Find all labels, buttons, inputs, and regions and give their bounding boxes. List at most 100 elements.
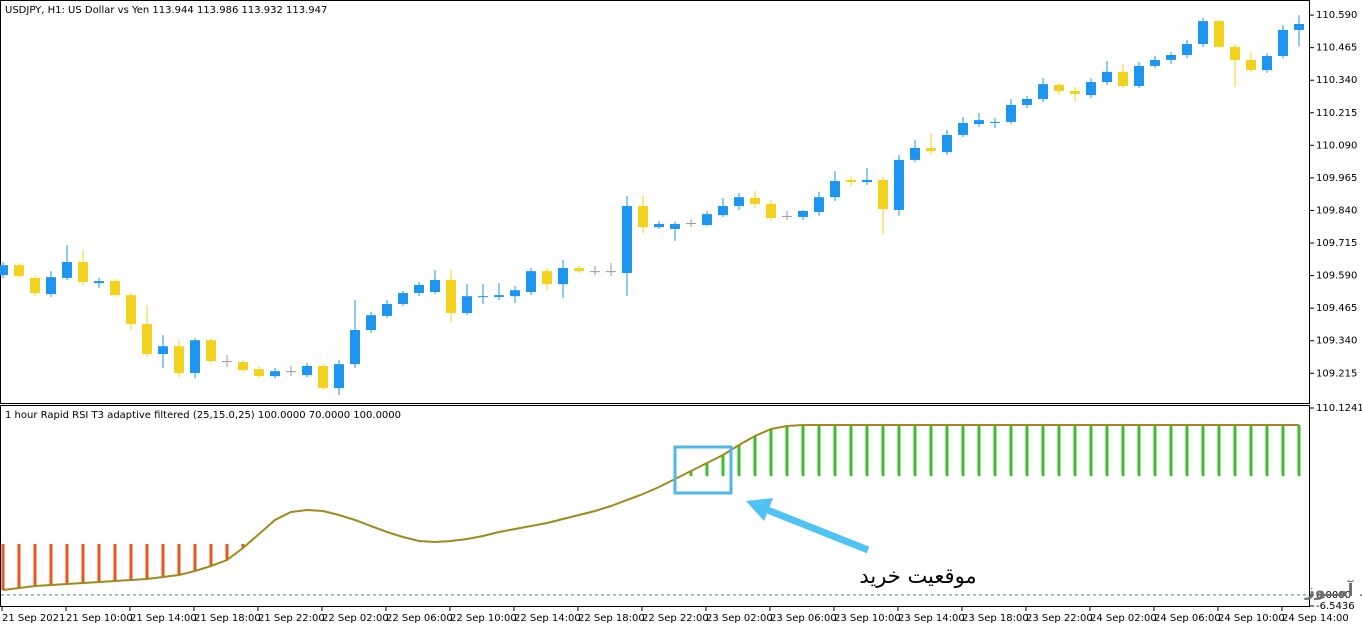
x-tick-label: 23 Sep 22:00 xyxy=(1026,613,1093,624)
candle-body xyxy=(878,179,888,210)
candle-body xyxy=(1166,54,1176,60)
annotation-label: موقعیت خرید xyxy=(859,564,976,588)
arrow-shaft xyxy=(763,505,870,554)
highlight-box xyxy=(673,445,733,495)
candle-body xyxy=(622,206,632,273)
candle-body xyxy=(1134,65,1144,86)
x-tick-label: 24 Sep 02:00 xyxy=(1090,613,1157,624)
candle-body xyxy=(142,324,152,354)
y-tick-label: 0.0000 xyxy=(1316,590,1351,601)
histogram-bar xyxy=(1233,424,1237,477)
histogram-bar xyxy=(241,543,245,549)
histogram-bar xyxy=(705,462,709,477)
candle-body xyxy=(1102,71,1112,83)
candle-body xyxy=(606,271,616,273)
candle-body xyxy=(1230,46,1240,60)
x-tick-label: 23 Sep 02:00 xyxy=(706,613,773,624)
candle-body xyxy=(1006,104,1016,122)
candle-body xyxy=(1150,59,1160,66)
candle-body xyxy=(990,121,1000,123)
x-tick-label: 22 Sep 14:00 xyxy=(514,613,581,624)
candle-body xyxy=(1038,84,1048,99)
histogram-bar xyxy=(33,543,37,587)
histogram-bar xyxy=(65,543,69,584)
histogram-bar xyxy=(1297,424,1301,477)
histogram-bar xyxy=(113,543,117,581)
histogram-bar xyxy=(177,543,181,576)
candle-body xyxy=(766,203,776,219)
candle-body xyxy=(334,364,344,389)
y-tick-label: 109.715 xyxy=(1316,238,1357,249)
histogram-bar xyxy=(129,543,133,580)
candle-body xyxy=(702,214,712,226)
histogram-bar xyxy=(1169,424,1173,477)
candle-body xyxy=(110,281,120,296)
candle-body xyxy=(190,340,200,374)
x-tick-label: 23 Sep 14:00 xyxy=(898,613,965,624)
candle-body xyxy=(542,271,552,285)
candle-body xyxy=(910,147,920,160)
marks: 110.590 110.465 110.340 110.215 110.090 109.9… xyxy=(0,10,1362,624)
candle-body xyxy=(1070,90,1080,95)
histogram-bar xyxy=(1009,424,1013,477)
candle-body xyxy=(1118,71,1128,86)
candle-body xyxy=(382,303,392,316)
candle-body xyxy=(926,147,936,152)
candle-body xyxy=(446,280,456,314)
x-tick-label: 22 Sep 06:00 xyxy=(386,613,453,624)
histogram-bar xyxy=(1073,424,1077,477)
y-tick-label: 110.090 xyxy=(1316,140,1357,151)
histogram-bar xyxy=(1089,424,1093,477)
histogram-bar xyxy=(945,424,949,477)
histogram-bar xyxy=(1265,424,1269,477)
histogram-bar xyxy=(849,424,853,477)
candle-body xyxy=(30,277,40,294)
indicator-title: 1 hour Rapid RSI T3 adaptive filtered (2… xyxy=(5,410,401,421)
histogram-bar xyxy=(1137,424,1141,477)
x-tick-label: 23 Sep 06:00 xyxy=(770,613,837,624)
candle-body xyxy=(78,262,88,283)
candle-body xyxy=(718,206,728,216)
candle-body xyxy=(942,134,952,153)
y-tick-label: 110.1241 xyxy=(1316,403,1362,414)
candle-body xyxy=(286,371,296,373)
x-tick-label: 24 Sep 10:00 xyxy=(1218,613,1285,624)
candle-body xyxy=(398,293,408,304)
histogram-bar xyxy=(193,543,197,571)
y-tick-label: 109.215 xyxy=(1316,368,1357,379)
histogram-bar xyxy=(881,424,885,477)
candle-body xyxy=(958,122,968,135)
histogram-bar xyxy=(977,424,981,477)
candle-body xyxy=(206,340,216,362)
x-tick-label: 22 Sep 10:00 xyxy=(450,613,517,624)
candle-body xyxy=(1086,82,1096,96)
candle-body xyxy=(1022,98,1032,105)
candle-body xyxy=(1182,44,1192,55)
histogram-bar xyxy=(913,424,917,477)
candle-body xyxy=(254,369,264,377)
y-tick-label: 109.340 xyxy=(1316,336,1357,347)
candle-body xyxy=(62,262,72,278)
watermark: انتشار در وبسایت ســود آمــوز xyxy=(1304,579,1362,601)
histogram-bar xyxy=(1249,424,1253,477)
candle-body xyxy=(1214,21,1224,47)
candle-body xyxy=(14,265,24,277)
candle-body xyxy=(1278,29,1288,57)
histogram-bar xyxy=(993,424,997,477)
y-tick-label: 110.465 xyxy=(1316,43,1357,54)
candle-body xyxy=(222,361,232,363)
candle-body xyxy=(46,277,56,295)
candle-body xyxy=(862,179,872,183)
candle-body xyxy=(126,295,136,325)
histogram-bar xyxy=(817,424,821,477)
x-tick-label: 22 Sep 02:00 xyxy=(322,613,389,624)
x-tick-label: 21 Sep 10:00 xyxy=(66,613,133,624)
candle-body xyxy=(846,179,856,183)
candle-body xyxy=(494,295,504,297)
candle-body xyxy=(366,315,376,331)
candle-body xyxy=(750,197,760,204)
histogram-bar xyxy=(769,429,773,477)
y-tick-label: -6.5436 xyxy=(1316,601,1355,612)
y-tick-label: 109.965 xyxy=(1316,173,1357,184)
histogram-bar xyxy=(929,424,933,477)
